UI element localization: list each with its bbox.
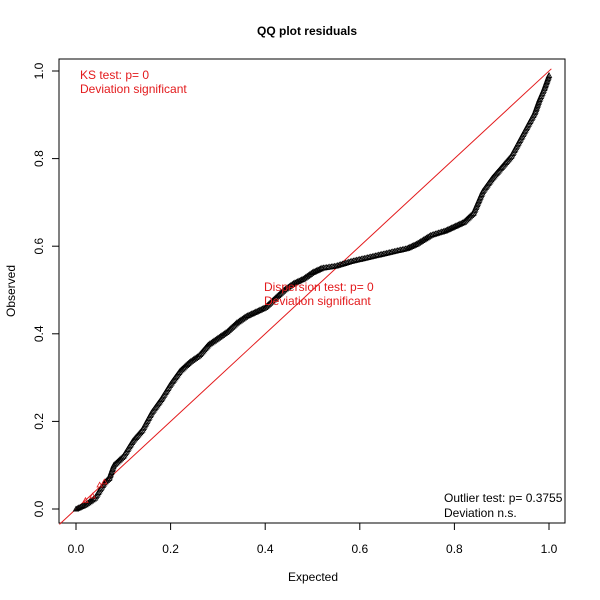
data-point <box>188 356 196 363</box>
data-point <box>205 341 212 348</box>
x-axis-label: Expected <box>288 570 338 584</box>
data-point <box>286 282 293 289</box>
data-point <box>299 275 307 282</box>
data-point <box>82 501 89 508</box>
data-point <box>96 481 103 488</box>
data-point <box>260 304 268 311</box>
y-axis-label: Observed <box>4 265 18 317</box>
points-series <box>72 71 553 512</box>
data-point <box>186 358 193 365</box>
annotations: KS test: p= 0 Deviation significant Disp… <box>80 68 563 520</box>
data-point <box>209 338 216 345</box>
data-point <box>211 336 219 343</box>
x-tick-label: 1.0 <box>541 542 558 556</box>
ks-test-label: KS test: p= 0 <box>80 68 149 82</box>
ks-deviation-label: Deviation significant <box>80 82 187 96</box>
data-point <box>234 318 242 325</box>
x-tick-label: 0.4 <box>257 542 274 556</box>
data-point <box>459 219 466 226</box>
y-tick-label: 0.4 <box>32 325 46 342</box>
data-point <box>305 271 312 278</box>
data-point <box>213 335 220 342</box>
outlier-deviation-label: Deviation n.s. <box>444 506 517 520</box>
data-point <box>83 500 91 507</box>
data-point <box>207 339 215 346</box>
data-point <box>221 330 228 336</box>
x-tick-label: 0.0 <box>68 542 85 556</box>
data-point <box>82 496 89 503</box>
data-point <box>88 496 96 503</box>
y-tick-label: 0.0 <box>32 500 46 517</box>
x-tick-label: 0.8 <box>446 542 463 556</box>
dispersion-test-label: Dispersion test: p= 0 <box>264 280 374 294</box>
data-point <box>302 273 310 280</box>
data-point <box>214 334 222 341</box>
data-point <box>206 340 214 347</box>
data-point <box>86 498 93 505</box>
data-point <box>101 478 108 485</box>
reference-line <box>59 68 552 525</box>
data-point <box>217 332 224 339</box>
data-point <box>424 233 432 240</box>
x-axis: 0.0 0.2 0.4 0.6 0.8 1.0 Expected <box>68 522 558 584</box>
chart-title: QQ plot residuals <box>257 24 357 38</box>
data-point <box>187 357 195 364</box>
data-point <box>282 285 289 292</box>
data-point <box>284 283 292 290</box>
y-tick-label: 0.6 <box>32 238 46 255</box>
x-tick-label: 0.6 <box>351 542 368 556</box>
data-point <box>210 337 218 344</box>
data-point <box>220 331 227 337</box>
x-tick-label: 0.2 <box>162 542 179 556</box>
data-point <box>215 333 223 340</box>
data-point <box>191 355 199 361</box>
y-tick-label: 0.8 <box>32 150 46 167</box>
data-point <box>190 356 197 362</box>
outlier-test-label: Outlier test: p= 0.3755 <box>444 491 563 505</box>
data-point <box>545 71 553 78</box>
data-point <box>87 497 95 504</box>
data-point <box>192 354 200 361</box>
data-point <box>303 272 311 279</box>
data-point <box>89 492 96 499</box>
data-point <box>218 331 226 338</box>
data-point <box>236 317 243 324</box>
data-point <box>238 315 246 322</box>
y-tick-label: 1.0 <box>32 62 46 79</box>
data-point <box>301 274 308 281</box>
data-point <box>283 284 291 291</box>
dispersion-deviation-label: Deviation significant <box>264 294 371 308</box>
y-axis: 0.0 0.2 0.4 0.6 0.8 1.0 Observed <box>4 62 60 517</box>
data-point <box>237 316 245 323</box>
data-point <box>315 265 323 272</box>
plot-area <box>59 68 553 525</box>
data-point <box>280 286 288 293</box>
data-point <box>233 319 241 326</box>
y-tick-label: 0.2 <box>32 413 46 430</box>
